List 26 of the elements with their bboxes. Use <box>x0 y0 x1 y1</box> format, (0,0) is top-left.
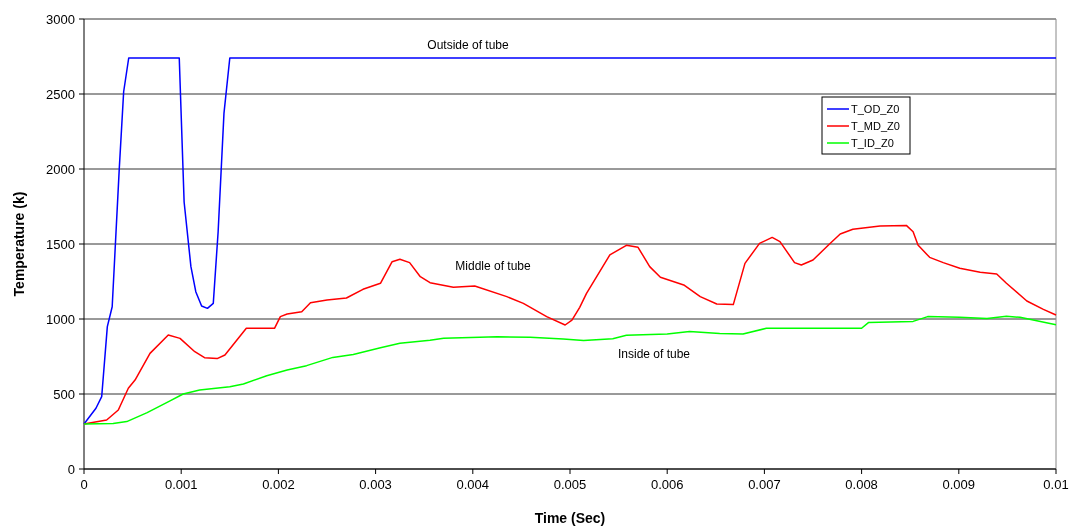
legend-label: T_ID_Z0 <box>851 137 894 149</box>
y-tick-label: 2000 <box>46 162 75 177</box>
y-tick-label: 1000 <box>46 312 75 327</box>
x-axis-title: Time (Sec) <box>534 510 606 526</box>
y-axis-title: Temperature (k) <box>11 191 27 297</box>
x-tick-label: 0.008 <box>845 477 878 492</box>
x-tick-label: 0.009 <box>942 477 976 492</box>
x-tick-label: 0.005 <box>553 477 587 492</box>
x-tick-label: 0.006 <box>650 477 684 492</box>
x-tick-label: 0.002 <box>262 477 295 492</box>
x-tick-label: 0.004 <box>456 477 490 492</box>
y-tick-label: 3000 <box>46 12 75 27</box>
x-tick-label: 0 <box>80 477 88 492</box>
annotation: Inside of tube <box>617 347 691 361</box>
legend-label: T_OD_Z0 <box>851 103 900 115</box>
x-tick-label: 0.01 <box>1043 477 1069 492</box>
y-tick-label: 2500 <box>46 87 75 102</box>
x-tick-label: 0.003 <box>359 477 392 492</box>
y-tick-label: 1500 <box>46 237 75 252</box>
x-tick-label: 0.001 <box>164 477 198 492</box>
annotation: Middle of tube <box>455 259 532 273</box>
annotation: Outside of tube <box>427 38 510 52</box>
legend-label: T_MD_Z0 <box>851 120 900 132</box>
y-tick-label: 500 <box>53 387 75 402</box>
y-tick-label: 0 <box>67 462 75 477</box>
x-tick-label: 0.007 <box>748 477 781 492</box>
